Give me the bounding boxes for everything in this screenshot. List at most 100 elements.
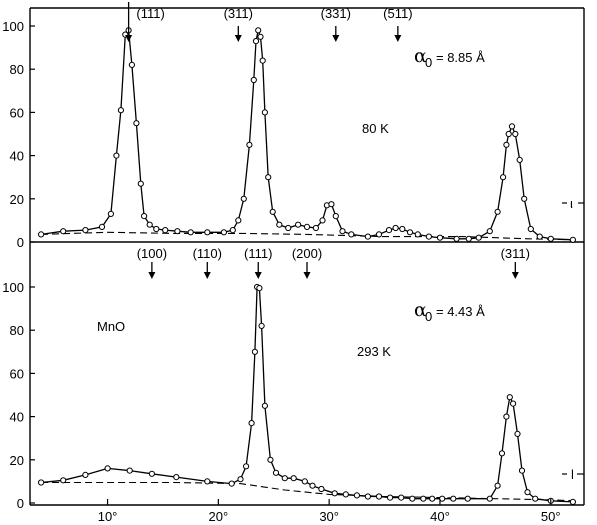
- y-tick-label: 20: [10, 192, 24, 207]
- data-point: [269, 208, 276, 215]
- panel-293k-xticks: 10° 20° 30° 40° 50°: [98, 499, 561, 524]
- data-point: [509, 400, 517, 407]
- data-point: [494, 208, 501, 215]
- data-point: [98, 223, 106, 230]
- data-point: [173, 474, 180, 481]
- data-point: [281, 475, 288, 482]
- data-point: [385, 227, 393, 234]
- data-point: [104, 465, 111, 472]
- data-point: [240, 195, 247, 202]
- temperature-label-80k: 80 K: [362, 121, 389, 136]
- panel-293k-grid: 0 20 40 60 80 100: [2, 280, 35, 511]
- y-tick-label: 100: [2, 280, 24, 295]
- data-point: [312, 224, 319, 232]
- y-tick-label: 40: [10, 410, 24, 425]
- data-point: [425, 233, 432, 240]
- panel-293k: 0 20 40 60 80 100 (100) (110) (111) (200) (311) 1…: [2, 246, 584, 524]
- data-point: [532, 495, 539, 502]
- data-point: [162, 227, 169, 234]
- side-marker-80k: ι: [562, 196, 584, 211]
- data-point: [508, 123, 516, 130]
- data-point: [243, 463, 250, 470]
- lattice-subscript-293k: 0: [425, 309, 432, 324]
- data-point: [148, 470, 155, 477]
- data-point: [429, 495, 436, 502]
- lattice-value-80k: = 8.85 Å: [436, 50, 485, 65]
- data-point: [228, 480, 235, 487]
- data-point: [257, 33, 264, 40]
- peak-marker: (110): [193, 246, 222, 279]
- lattice-subscript-80k: 0: [425, 55, 432, 70]
- peak-label: (100): [137, 246, 167, 261]
- data-point: [258, 322, 265, 329]
- data-point: [174, 228, 181, 235]
- data-point: [267, 456, 274, 463]
- y-tick-label: 20: [10, 453, 24, 468]
- panel-293k-arrows: (100) (110) (111) (200) (311): [137, 246, 530, 279]
- panel-293k-background-line: [41, 481, 573, 502]
- data-point: [285, 224, 292, 232]
- data-point: [332, 213, 339, 220]
- data-point: [141, 213, 148, 220]
- y-tick-label: 0: [17, 496, 24, 511]
- peak-marker: (200): [292, 246, 322, 279]
- data-point: [547, 235, 554, 242]
- data-point: [235, 217, 242, 224]
- data-point: [204, 229, 211, 236]
- lattice-label-293k: α 0 = 4.43 Å: [414, 299, 485, 324]
- data-point: [524, 489, 531, 496]
- data-point: [364, 233, 371, 240]
- data-point: [414, 231, 421, 238]
- data-point: [331, 490, 338, 497]
- data-point: [409, 495, 416, 502]
- y-tick-label: 60: [10, 105, 24, 120]
- peak-arrow-head: [148, 272, 156, 279]
- data-point: [399, 225, 406, 233]
- data-point: [420, 495, 427, 502]
- compound-label: MnO: [97, 319, 125, 334]
- data-point: [250, 76, 257, 84]
- data-point: [137, 180, 144, 187]
- data-point: [113, 152, 120, 159]
- data-point: [406, 229, 414, 236]
- data-point: [514, 430, 521, 437]
- lattice-label-80k: α 0 = 8.85 Å: [414, 45, 485, 70]
- panel-80k: 0 20 40 60 80 100 (111) (311) (331) (511) 80 K α…: [2, 2, 584, 250]
- peak-marker: (111): [244, 246, 272, 279]
- data-point: [117, 107, 125, 114]
- data-point: [153, 225, 160, 233]
- panel-293k-points: [38, 283, 577, 505]
- side-marker-293k: l: [562, 467, 584, 482]
- axes: [29, 7, 585, 506]
- data-point: [569, 498, 577, 505]
- side-marker-80k-label: ι: [570, 196, 573, 211]
- data-point: [251, 348, 258, 355]
- data-point: [498, 450, 506, 457]
- data-point: [248, 420, 255, 427]
- data-point: [342, 491, 349, 498]
- data-point: [255, 27, 262, 34]
- data-point: [295, 221, 302, 228]
- data-point: [256, 285, 263, 292]
- peak-label: (111): [136, 6, 164, 21]
- data-point: [518, 467, 526, 474]
- data-point: [146, 221, 153, 228]
- data-point: [259, 57, 266, 64]
- data-point: [126, 467, 133, 474]
- y-tick-label: 80: [10, 323, 24, 338]
- data-point: [512, 130, 519, 138]
- panel-80k-background-line: [41, 231, 573, 241]
- peak-label: (200): [292, 246, 322, 261]
- panel-80k-arrows: (111) (311) (331) (511): [125, 2, 413, 42]
- peak-label: (110): [193, 246, 222, 261]
- data-point: [276, 221, 283, 228]
- y-tick-label: 100: [2, 19, 24, 34]
- data-point: [398, 494, 405, 501]
- data-point: [453, 235, 460, 242]
- data-point: [436, 234, 444, 241]
- data-point: [503, 413, 510, 420]
- data-point: [290, 475, 297, 482]
- peak-marker: (331): [321, 6, 351, 42]
- data-point: [246, 141, 253, 148]
